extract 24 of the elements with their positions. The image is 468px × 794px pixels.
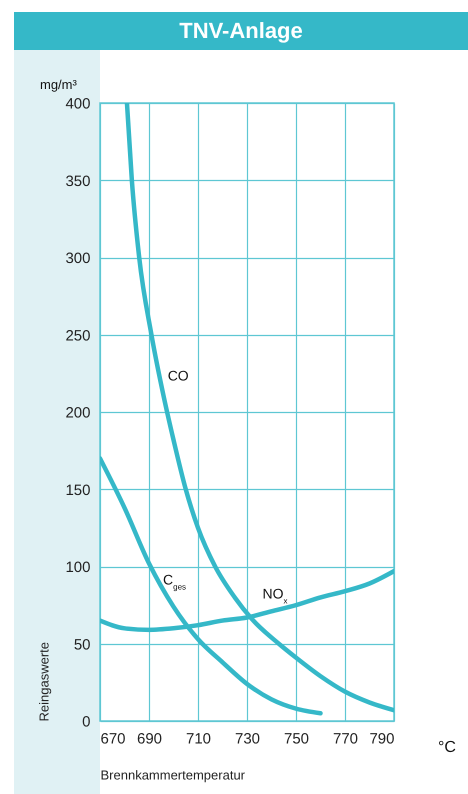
- x-tick-label: 710: [186, 730, 212, 748]
- y-tick-label: 50: [74, 636, 90, 654]
- chart-title: TNV-Anlage: [14, 12, 468, 50]
- series-label: C$_{ges}$: [163, 571, 186, 591]
- x-tick-label: 670: [100, 730, 126, 748]
- x-tick-label: 790: [369, 730, 394, 748]
- x-tick-label: 770: [332, 730, 358, 748]
- x-tick-label: 730: [234, 730, 260, 748]
- y-tick-label: 0: [82, 714, 90, 730]
- y-tick-label: 400: [65, 96, 90, 112]
- x-tick-label: 690: [136, 730, 162, 748]
- x-tick-label: 750: [284, 730, 310, 748]
- x-axis-title: Brennkammertemperatur: [100, 768, 246, 782]
- text: mg/m³: [40, 77, 78, 92]
- text: °C: [438, 739, 456, 756]
- y-axis-title: Reingaswerte: [36, 642, 52, 722]
- series-label: NO$_{x}$: [262, 585, 288, 605]
- y-tick-label: 200: [65, 404, 90, 422]
- y-tick-label: 300: [65, 250, 90, 267]
- y-tick-label: 350: [65, 172, 90, 190]
- y-tick-label: 100: [65, 559, 90, 576]
- y-tick-label: 250: [65, 327, 90, 344]
- y-tick-label: 150: [65, 482, 90, 499]
- series-label: CO: [168, 368, 189, 384]
